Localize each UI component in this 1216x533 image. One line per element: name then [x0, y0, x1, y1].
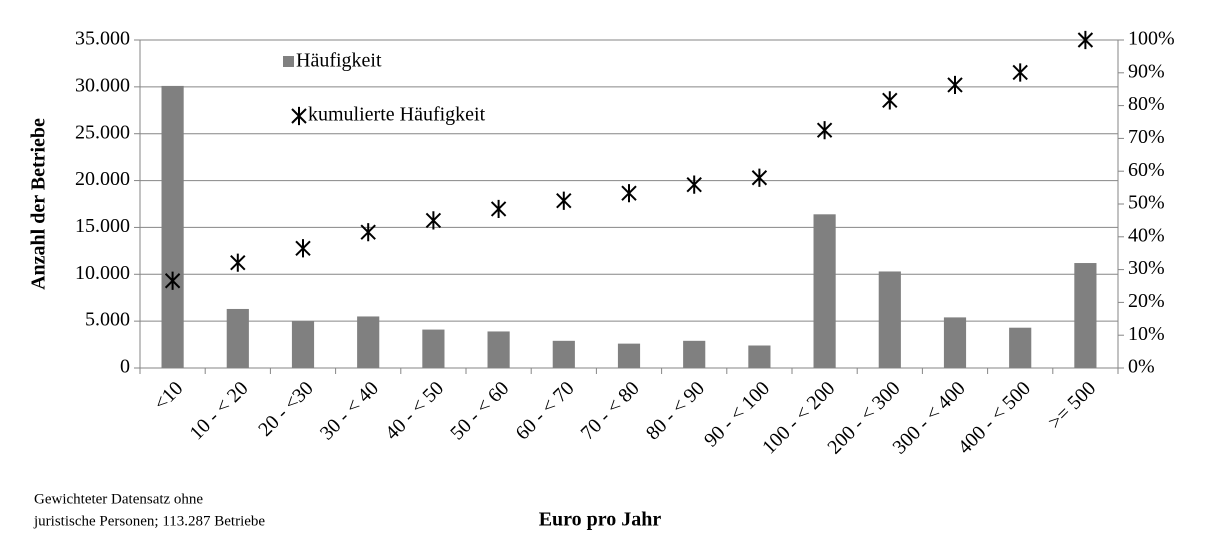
y-tick-label: 5.000 — [85, 309, 130, 331]
y-tick-label: 35.000 — [75, 28, 130, 50]
bar — [683, 340, 706, 368]
legend-swatch — [283, 56, 294, 67]
y-tick-label: 15.000 — [75, 215, 130, 237]
y-tick-label: 25.000 — [75, 121, 130, 143]
bar — [226, 308, 249, 368]
y2-tick-label: 50% — [1128, 192, 1165, 214]
y2-tick-label: 0% — [1128, 356, 1155, 378]
note: Gewichteter Datensatz ohne — [34, 491, 203, 507]
bar — [878, 271, 901, 368]
x-tick-label: 20 - <30 — [254, 377, 318, 441]
x-tick-label: 70 - < 80 — [577, 377, 644, 444]
marker — [1077, 30, 1094, 50]
marker — [425, 211, 442, 230]
marker — [1012, 63, 1028, 82]
y2-tick-label: 90% — [1128, 60, 1165, 82]
legend-label: kumulierte Häufigkeit — [308, 104, 486, 126]
legend-swatch — [291, 106, 307, 126]
bar — [422, 329, 445, 368]
bar — [357, 316, 380, 368]
marker — [882, 91, 898, 110]
y-tick-label: 20.000 — [75, 168, 130, 190]
marker — [490, 199, 507, 219]
y2-tick-label: 100% — [1128, 28, 1175, 50]
bar — [487, 331, 510, 368]
y2-tick-label: 60% — [1128, 159, 1165, 181]
marker — [751, 168, 768, 187]
x-tick-label: <10 — [150, 377, 188, 415]
x-tick-label: 10 - < 20 — [185, 377, 252, 444]
x-tick-label: 40 - < 50 — [381, 377, 448, 444]
y2-tick-label: 70% — [1128, 126, 1165, 148]
bar — [748, 345, 771, 368]
marker — [164, 271, 181, 290]
bar — [813, 214, 836, 368]
bar — [1074, 263, 1097, 368]
x-tick-label: 30 - < 40 — [316, 377, 383, 444]
marker — [230, 253, 246, 272]
legend-label: Häufigkeit — [296, 50, 382, 72]
marker — [947, 75, 963, 95]
marker — [686, 175, 702, 194]
y-axis-title: Anzahl der Betriebe — [28, 118, 50, 290]
x-tick-label: 60 - < 70 — [511, 377, 578, 444]
y-tick-label: 30.000 — [75, 74, 130, 96]
y2-tick-label: 20% — [1128, 290, 1165, 312]
bar — [1009, 327, 1032, 368]
y2-tick-label: 10% — [1128, 323, 1165, 345]
x-tick-label: 80 - < 90 — [642, 377, 709, 444]
y2-tick-label: 40% — [1128, 224, 1165, 246]
bar — [291, 321, 315, 368]
y-tick-label: 0 — [120, 356, 130, 378]
marker — [621, 184, 637, 203]
bar — [617, 343, 641, 368]
bar — [552, 340, 575, 368]
marker — [360, 223, 376, 242]
note: juristische Personen; 113.287 Betriebe — [33, 513, 265, 529]
marker — [556, 191, 572, 210]
x-tick-label: >= 500 — [1044, 377, 1100, 433]
marker — [295, 239, 311, 258]
bar — [161, 85, 184, 369]
y-tick-label: 10.000 — [75, 262, 130, 284]
marker — [816, 121, 833, 140]
x-tick-label: 50 - < 60 — [446, 377, 513, 444]
x-axis-title: Euro pro Jahr — [539, 509, 662, 531]
bar — [943, 317, 967, 368]
y2-tick-label: 30% — [1128, 257, 1165, 279]
y2-tick-label: 80% — [1128, 93, 1165, 115]
